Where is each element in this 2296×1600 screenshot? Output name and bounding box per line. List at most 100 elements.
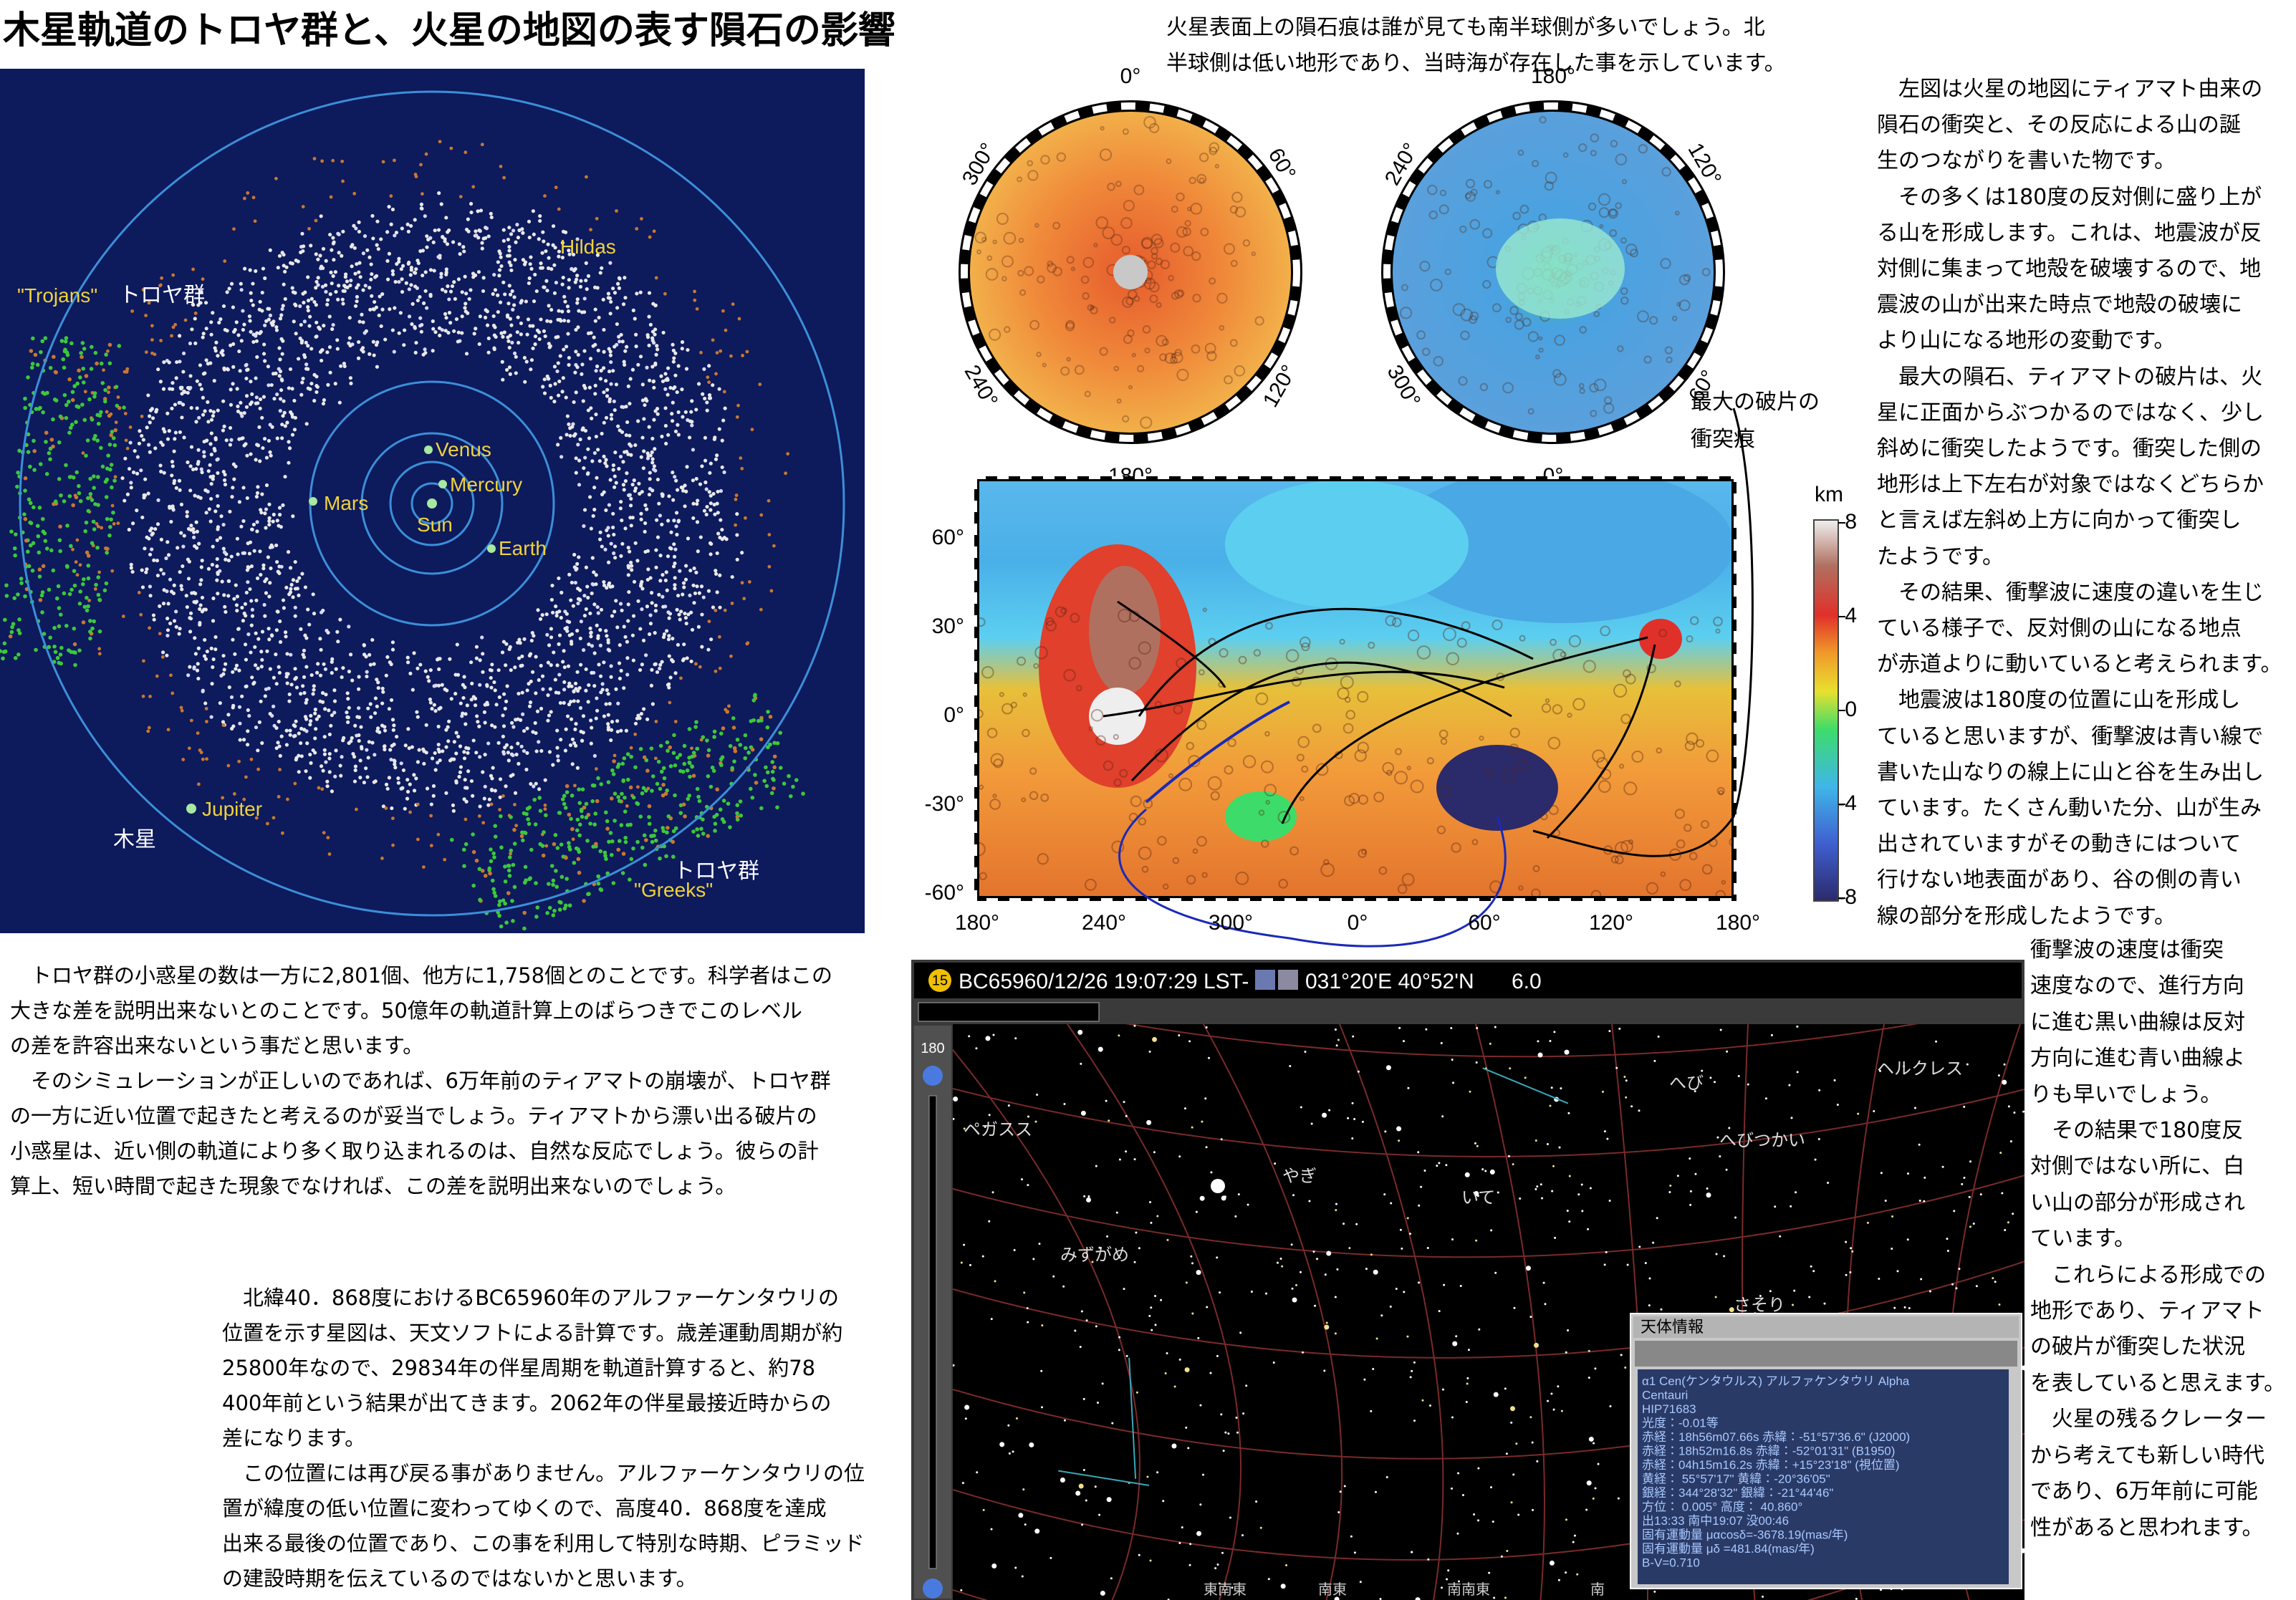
asteroid	[170, 460, 175, 464]
asteroid	[357, 319, 362, 324]
asteroid	[268, 711, 272, 716]
star	[1533, 1342, 1539, 1348]
asteroid	[686, 612, 691, 617]
asteroid	[541, 385, 545, 389]
trojan	[96, 592, 101, 597]
asteroid	[621, 302, 626, 307]
asteroid	[301, 291, 305, 296]
crater	[1128, 385, 1133, 390]
asteroid	[244, 405, 249, 409]
star	[1617, 1497, 1620, 1500]
asteroid	[704, 487, 709, 491]
zoom-in[interactable]	[923, 1066, 943, 1086]
asteroid	[231, 724, 236, 728]
asteroid	[201, 413, 206, 417]
asteroid	[463, 712, 468, 716]
asteroid	[272, 704, 276, 708]
crater	[1297, 736, 1310, 748]
asteroid	[521, 258, 526, 262]
asteroid	[483, 784, 487, 789]
crater	[1230, 259, 1238, 267]
asteroid	[433, 330, 438, 334]
trojan	[738, 799, 743, 804]
trojan	[58, 612, 63, 617]
asteroid	[691, 501, 696, 506]
asteroid	[196, 460, 201, 464]
asteroid	[460, 331, 464, 335]
asteroid	[385, 786, 390, 791]
trojan	[731, 726, 736, 730]
asteroid	[545, 374, 549, 379]
dropdown[interactable]	[918, 1002, 1100, 1022]
asteroid	[555, 369, 559, 374]
colorbar-unit: km	[1815, 483, 1843, 506]
asteroid	[211, 619, 216, 623]
trojan	[43, 539, 48, 544]
asteroid	[638, 584, 643, 588]
trojan	[41, 410, 45, 415]
crater	[1206, 350, 1217, 362]
asteroid	[598, 643, 602, 647]
asteroid	[668, 385, 673, 390]
crater	[1664, 346, 1673, 355]
asteroid	[623, 276, 627, 280]
asteroid	[690, 627, 695, 632]
trojan	[32, 468, 37, 472]
crater	[1085, 878, 1097, 891]
crater	[1538, 347, 1544, 353]
asteroid	[557, 673, 562, 677]
asteroid	[549, 635, 554, 640]
asteroid	[327, 708, 331, 713]
asteroid	[332, 710, 337, 715]
asteroid	[532, 634, 536, 638]
asteroid	[284, 635, 288, 639]
star	[1466, 1377, 1469, 1379]
star	[1032, 1258, 1035, 1261]
asteroid	[387, 707, 391, 711]
trojan	[67, 430, 72, 435]
asteroid	[625, 673, 630, 677]
hilda	[719, 349, 723, 353]
crater	[1446, 652, 1460, 665]
asteroid	[540, 251, 544, 255]
asteroid	[614, 687, 618, 691]
asteroid	[350, 678, 355, 683]
star	[1083, 1195, 1086, 1197]
trojan	[99, 361, 104, 366]
asteroid	[538, 218, 542, 223]
asteroid	[703, 396, 707, 401]
asteroid	[666, 554, 671, 559]
asteroid	[643, 397, 648, 401]
asteroid	[663, 423, 668, 428]
asteroid	[604, 508, 608, 512]
star	[1178, 1542, 1181, 1545]
degree-label: 180°	[1531, 64, 1575, 88]
trojan	[607, 839, 611, 844]
star	[1494, 1271, 1497, 1274]
trojan	[83, 529, 87, 534]
asteroid	[255, 443, 259, 447]
zoom-out[interactable]	[923, 1579, 943, 1599]
asteroid	[456, 673, 461, 677]
crater	[1623, 781, 1638, 796]
asteroid	[446, 284, 450, 289]
star	[1615, 1066, 1618, 1069]
asteroid	[268, 248, 272, 252]
asteroid	[307, 324, 312, 328]
asteroid	[674, 524, 678, 529]
star	[1908, 1306, 1911, 1309]
asteroid	[660, 660, 664, 664]
star	[1188, 1040, 1191, 1043]
trojan	[596, 874, 600, 879]
asteroid	[691, 516, 696, 521]
asteroid	[493, 725, 497, 729]
crater	[1168, 274, 1174, 281]
hilda	[695, 307, 699, 311]
asteroid	[519, 744, 524, 748]
trojan	[4, 583, 9, 588]
asteroid	[664, 377, 668, 382]
asteroid	[186, 577, 191, 581]
asteroid	[611, 463, 616, 468]
crater	[1099, 347, 1108, 356]
asteroid	[288, 728, 292, 733]
